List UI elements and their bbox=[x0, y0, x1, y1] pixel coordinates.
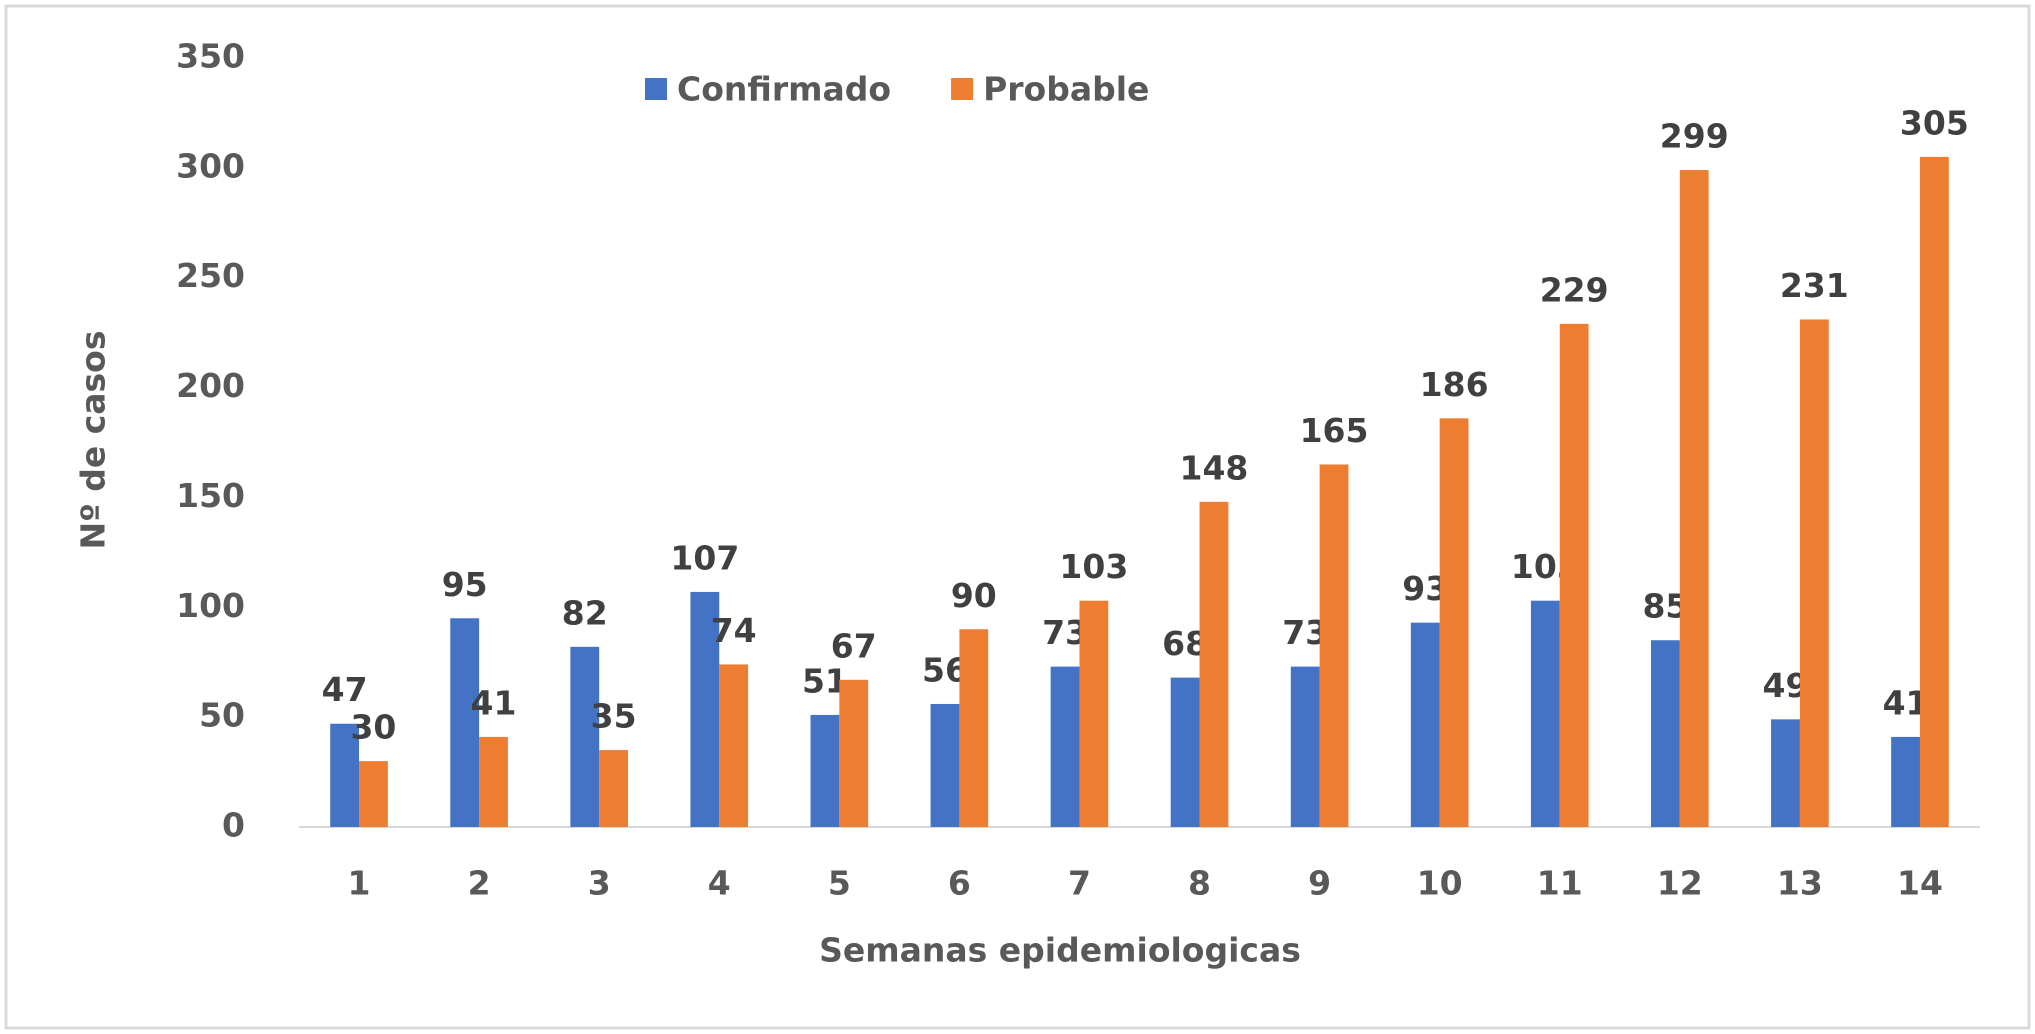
legend-swatch bbox=[951, 78, 974, 100]
x-tick-label: 7 bbox=[1068, 864, 1091, 903]
bar bbox=[1439, 418, 1469, 827]
data-label: 41 bbox=[471, 683, 517, 722]
bar bbox=[359, 761, 388, 827]
x-axis-title: Semanas epidemiologicas bbox=[819, 931, 1301, 970]
bar bbox=[450, 618, 480, 827]
data-label: 305 bbox=[1900, 103, 1969, 142]
bar bbox=[1050, 666, 1080, 827]
y-tick-label: 250 bbox=[176, 256, 245, 295]
x-tick-label: 10 bbox=[1417, 864, 1463, 903]
data-label: 231 bbox=[1780, 266, 1849, 305]
bar bbox=[1799, 319, 1829, 827]
legend-label: Confirmado bbox=[677, 70, 891, 109]
y-tick-label: 50 bbox=[199, 696, 245, 735]
bar bbox=[599, 750, 628, 827]
y-tick-label: 350 bbox=[176, 37, 245, 76]
data-label: 30 bbox=[350, 708, 396, 747]
data-label: 229 bbox=[1540, 270, 1609, 309]
data-label: 299 bbox=[1660, 117, 1729, 156]
x-tick-label: 4 bbox=[708, 864, 731, 903]
chart-border bbox=[4, 4, 2031, 1030]
bar bbox=[1891, 736, 1920, 827]
data-label: 186 bbox=[1420, 365, 1489, 404]
bar bbox=[1559, 323, 1589, 827]
x-tick-label: 9 bbox=[1308, 864, 1331, 903]
legend-label: Probable bbox=[983, 70, 1149, 109]
data-label: 165 bbox=[1300, 411, 1369, 450]
x-tick-label: 12 bbox=[1657, 864, 1703, 903]
bar bbox=[1919, 156, 1949, 827]
y-tick-label: 100 bbox=[176, 586, 245, 625]
bar bbox=[1651, 640, 1680, 827]
y-tick-label: 300 bbox=[176, 146, 245, 185]
bar bbox=[1319, 464, 1349, 827]
data-label: 95 bbox=[442, 565, 488, 604]
data-label: 82 bbox=[562, 593, 608, 632]
x-tick-label: 2 bbox=[468, 864, 491, 903]
data-label: 74 bbox=[711, 611, 757, 650]
x-tick-label: 14 bbox=[1897, 864, 1943, 903]
x-tick-label: 8 bbox=[1188, 864, 1211, 903]
x-tick-label: 1 bbox=[348, 864, 371, 903]
bar bbox=[1410, 622, 1440, 827]
data-label: 47 bbox=[322, 670, 368, 709]
bar bbox=[570, 646, 600, 827]
y-tick-label: 150 bbox=[176, 476, 245, 515]
x-tick-label: 6 bbox=[948, 864, 971, 903]
data-label: 107 bbox=[670, 538, 739, 577]
y-axis-title: Nº de casos bbox=[74, 331, 113, 550]
bar bbox=[1530, 600, 1560, 827]
x-tick-label: 11 bbox=[1537, 864, 1583, 903]
legend-swatch bbox=[645, 78, 667, 100]
data-label: 90 bbox=[951, 576, 997, 615]
bar bbox=[719, 664, 749, 827]
bar bbox=[1170, 677, 1200, 827]
bar bbox=[1199, 501, 1229, 827]
y-tick-label: 200 bbox=[176, 366, 245, 405]
bar bbox=[1290, 666, 1320, 827]
bar bbox=[1679, 170, 1709, 827]
bar bbox=[959, 629, 989, 827]
data-label: 148 bbox=[1179, 448, 1248, 487]
bar bbox=[690, 591, 720, 827]
x-tick-label: 5 bbox=[828, 864, 851, 903]
bar bbox=[330, 723, 360, 827]
y-tick-label: 0 bbox=[222, 806, 245, 845]
data-label: 67 bbox=[831, 626, 877, 665]
bar bbox=[930, 703, 960, 827]
bar bbox=[479, 736, 508, 827]
bar bbox=[1079, 600, 1109, 827]
bar bbox=[810, 714, 840, 827]
bar bbox=[1771, 719, 1800, 827]
data-label: 35 bbox=[591, 697, 637, 736]
bar bbox=[839, 679, 869, 827]
data-label: 103 bbox=[1059, 547, 1128, 586]
x-tick-label: 3 bbox=[588, 864, 611, 903]
x-tick-label: 13 bbox=[1777, 864, 1823, 903]
